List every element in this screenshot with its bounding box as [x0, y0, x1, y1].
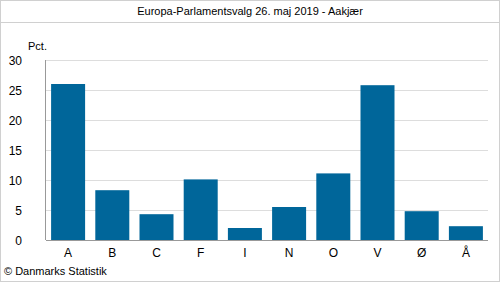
bar: [140, 214, 174, 240]
y-tick-label: 30: [9, 54, 23, 68]
x-axis: [46, 240, 488, 241]
bar: [449, 226, 483, 240]
x-tick-label: N: [285, 246, 294, 260]
y-tick-label: 0: [15, 234, 22, 248]
source: © Danmarks Statistik: [4, 265, 107, 277]
y-tick-label: 5: [15, 204, 22, 218]
y-tick-label: 25: [9, 84, 23, 98]
bar: [272, 207, 306, 240]
bar: [361, 85, 395, 240]
x-tick-label: B: [108, 246, 116, 260]
bar: [184, 179, 218, 240]
title-rule: [0, 22, 500, 23]
grid-line: [46, 90, 488, 91]
bar: [405, 211, 439, 240]
x-tick-label: A: [64, 246, 72, 260]
x-tick-label: C: [152, 246, 161, 260]
y-tick-label: 20: [9, 114, 23, 128]
grid-line: [46, 120, 488, 121]
y-axis: [45, 60, 46, 240]
grid-line: [46, 60, 488, 61]
grid-line: [46, 150, 488, 151]
chart: Europa-Parlamentsvalg 26. maj 2019 - Aak…: [0, 0, 500, 282]
y-tick-label: 10: [9, 174, 23, 188]
bars: [51, 84, 483, 240]
x-tick-label: F: [197, 246, 204, 260]
x-tick-label: Ø: [417, 246, 426, 260]
y-tick-label: 15: [9, 144, 23, 158]
y-axis-label: Pct.: [28, 40, 47, 52]
grid-line: [46, 180, 488, 181]
bar: [228, 228, 262, 240]
title: Europa-Parlamentsvalg 26. maj 2019 - Aak…: [137, 5, 363, 17]
chart-container: Europa-Parlamentsvalg 26. maj 2019 - Aak…: [0, 0, 500, 282]
x-tick-label: O: [329, 246, 338, 260]
grid-line: [46, 240, 488, 241]
bar: [51, 84, 85, 240]
x-tick-label: I: [243, 246, 246, 260]
bar: [95, 190, 129, 240]
frame: [1, 1, 500, 282]
x-tick-label: V: [373, 246, 381, 260]
x-tick-label: Å: [462, 245, 470, 260]
bar: [316, 173, 350, 240]
